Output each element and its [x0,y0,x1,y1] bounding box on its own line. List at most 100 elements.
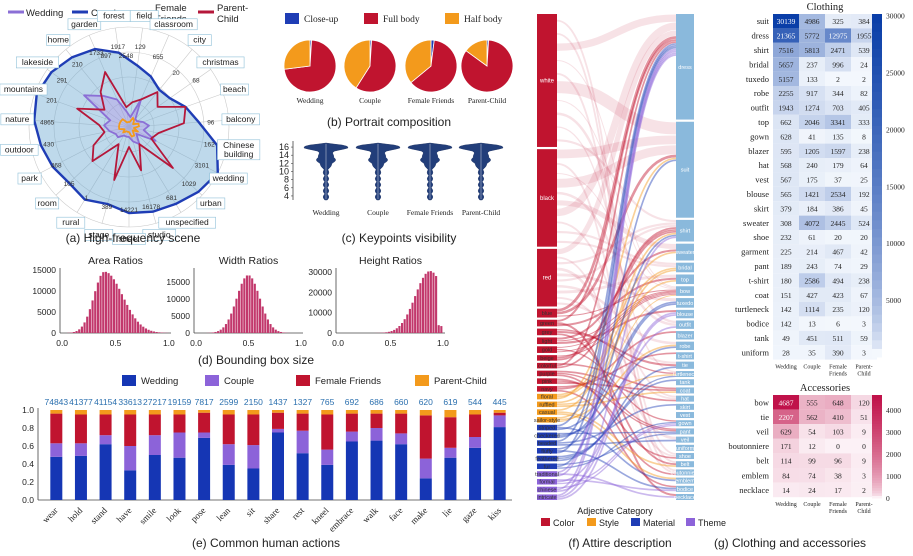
colorbar-step [872,254,882,264]
hist-bar [429,271,432,333]
legend-swatch-wedding [122,375,136,386]
heatmap-cell [851,482,877,498]
bar-seg-female-friends [444,417,457,448]
sankey-link [556,256,677,457]
bar-seg-wedding [99,444,112,500]
heatmap-cell [799,438,825,454]
heatmap-value: 184 [806,204,818,213]
hist-bar [142,326,145,333]
hist-bar [214,331,217,333]
heatmap-value: 494 [832,276,844,285]
heatmap-value: 0 [836,442,840,451]
heatmap-row-blouse: blouse [747,189,769,199]
sankey-link [556,312,677,493]
sankey-link [556,234,677,450]
heatmap-value: 9 [862,428,866,437]
sankey-node-coat [676,387,694,394]
heatmap-value: 996 [832,60,844,69]
sankey-node-beige [537,355,557,361]
sankey-link [556,380,677,432]
sankey-link [556,43,677,427]
heatmap-value: 539 [858,46,870,55]
bar-seg-female-friends [395,413,408,434]
scene-label-street: street [118,234,140,244]
heatmap-cell [851,186,877,202]
heatmap-cell [825,244,851,259]
heatmap-cell [773,114,799,130]
bar-seg-female-friends [99,414,112,436]
hist-bar [75,331,78,333]
heatmap-cell [825,14,851,29]
sankey-node-casual [537,409,557,415]
heatmap-cell [773,215,799,230]
sankey-node-emblem [676,477,694,484]
bar-seg-couple [198,432,211,438]
scene-count: 1733 [89,50,104,57]
sankey-right-label-shirt: shirt [680,229,691,235]
radar-spoke [88,35,130,128]
colorbar-step [872,91,882,101]
sankey-node-pink [537,378,557,384]
bar-seg-couple [124,446,137,471]
scene-count-extra: 897 [101,53,112,60]
sankey-node-green [537,319,557,327]
radar-spoke [128,126,218,174]
hist-ytick: 0 [327,328,332,338]
legend-label-parent: Parent- [217,3,248,14]
heatmap-value: 59 [860,334,868,343]
sankey-link [556,230,677,369]
heatmap-row-belt: belt [756,456,769,466]
heatmap-value: 628 [780,132,792,141]
heatmap-cell [825,114,851,130]
heatmap-row-sweater: sweater [743,218,769,228]
heatmap-cell [851,100,877,115]
sankey-right-label-coat: coat [680,388,691,394]
heatmap-cell [851,453,877,468]
heatmap-value: 344 [832,89,844,98]
heatmap-cell [825,215,851,230]
colorbar-step [872,423,882,427]
violin-ytick: 6 [284,183,289,193]
heatmap-row-suit: suit [757,16,770,26]
heatmap-row-shirt: shirt [754,45,770,55]
radar-spoke [76,126,130,213]
colorbar-step [872,469,882,473]
sankey-left-label-striped: striped [539,426,556,432]
heatmap-value: 2046 [805,118,820,127]
hist-bar [96,282,99,333]
heatmap-row-hat: hat [759,160,770,170]
sankey-right-label-top: top [681,277,689,283]
scene-label-box [220,83,249,96]
bar-seg-wedding [296,453,309,500]
hist-bar [104,271,107,333]
heatmap-cell [825,316,851,331]
hist-bar [112,279,115,333]
hist-bar [211,332,214,333]
sankey-right-label-tie: tie [682,363,688,369]
colorbar-step [872,492,882,496]
heatmap-value: 243 [806,262,818,271]
sankey-link [556,370,677,402]
colorbar-step [872,14,882,24]
colorbar-tick: 0 [886,494,890,503]
heatmap-value: 103 [832,428,844,437]
hist-ytick: 10000 [308,308,332,318]
hist-bar [398,326,401,333]
heatmap-cell [825,345,851,360]
hist-bar [102,272,105,333]
sankey-legend-title: Adjective Category [577,506,653,516]
panel-e-caption: (e) Common human actions [192,536,340,550]
heatmap-cell [825,273,851,288]
colorbar-step [872,495,882,499]
bar-ytick: 1.0 [22,405,34,415]
hist-bar [261,306,264,333]
legend-label-style: Style [599,518,619,528]
bar-total: 2599 [219,397,238,407]
heatmap-value: 25 [860,176,868,185]
sankey-left-label-light: light [542,339,553,345]
sankey-right-label-skirt: skirt [680,405,691,411]
bar-seg-parent-child [74,410,87,415]
heatmap-row-skirt: skirt [754,203,770,213]
heatmap-value: 240 [806,161,818,170]
heatmap-value: 4986 [805,17,820,26]
